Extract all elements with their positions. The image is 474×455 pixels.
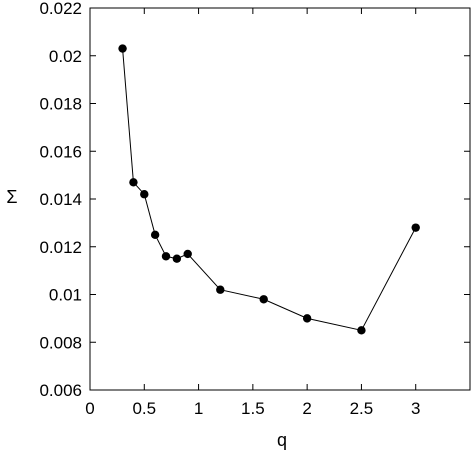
y-tick-label: 0.012 <box>39 238 82 257</box>
data-point <box>302 314 312 323</box>
data-point <box>216 285 225 294</box>
y-tick-label: 0.022 <box>39 0 82 18</box>
series-line <box>122 48 417 331</box>
data-point <box>259 295 268 304</box>
y-tick-label: 0.018 <box>39 95 82 114</box>
x-tick-label: 2 <box>302 399 311 418</box>
data-point <box>357 326 366 335</box>
x-axis: 0 0.5 1 1.5 2 2.5 3 <box>85 8 420 418</box>
x-axis-label: q <box>277 430 287 450</box>
data-point <box>411 223 420 232</box>
x-tick-label: 0.5 <box>132 399 156 418</box>
y-axis-label: Σ <box>6 187 17 207</box>
x-tick-label: 2.5 <box>350 399 374 418</box>
y-tick-label: 0.01 <box>49 286 82 305</box>
data-points <box>118 44 420 335</box>
data-point <box>161 252 171 261</box>
data-point <box>140 190 149 199</box>
x-tick-label: 1.5 <box>241 399 265 418</box>
y-tick-label: 0.016 <box>39 142 82 161</box>
y-tick-label: 0.008 <box>39 333 82 352</box>
data-point <box>129 178 138 187</box>
y-tick-label: 0.006 <box>39 381 82 400</box>
y-tick-label: 0.02 <box>49 47 82 66</box>
data-point <box>150 230 160 240</box>
y-axis: 0.006 0.008 0.01 0.012 0.014 0.016 0.018 0.02 0.… <box>39 0 470 400</box>
data-point <box>172 254 182 263</box>
x-tick-label: 1 <box>194 399 203 418</box>
x-tick-label: 3 <box>411 399 420 418</box>
data-point <box>183 249 192 259</box>
y-tick-label: 0.014 <box>39 190 82 209</box>
plot-frame <box>89 7 471 391</box>
x-tick-label: 0 <box>85 399 94 418</box>
data-point <box>118 44 127 53</box>
